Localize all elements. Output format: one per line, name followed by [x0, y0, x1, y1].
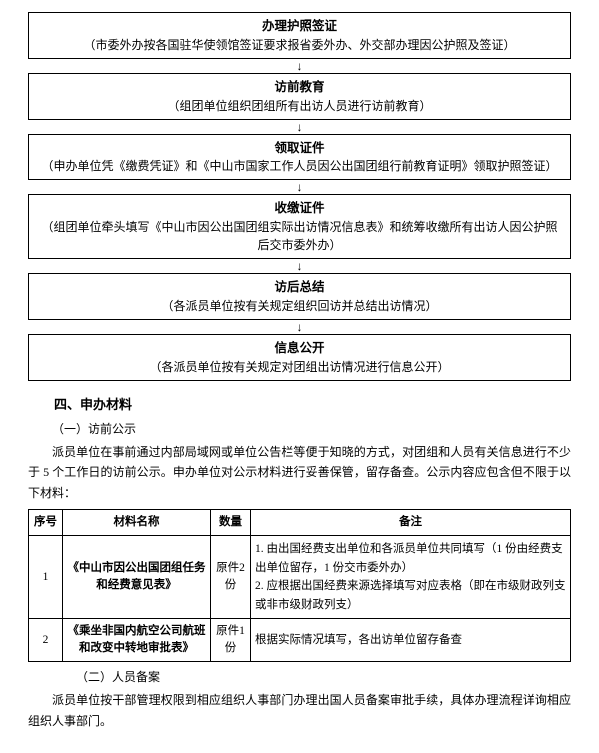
subsection-2-para: 派员单位按干部管理权限到相应组织人事部门办理出国人员备案审批手续，具体办理流程详…: [28, 690, 571, 731]
flow-step-title: 信息公开: [37, 339, 562, 358]
table-row: 2 《乘坐非国内航空公司航班和改变中转地审批表》 原件1 份 根据实际情况填写，…: [29, 618, 571, 662]
col-seq: 序号: [29, 510, 63, 536]
flow-step-desc: （市委外办按各国驻华使领馆签证要求报省委外办、外交部办理因公护照及签证）: [37, 36, 562, 54]
flow-step-desc: （各派员单位按有关规定对团组出访情况进行信息公开）: [37, 358, 562, 376]
arrow-icon: ↓: [297, 59, 303, 73]
subsection-1-para: 派员单位在事前通过内部局域网或单位公告栏等便于知晓的方式，对团组和人员有关信息进…: [28, 442, 571, 503]
section-heading-4: 四、申办材料: [28, 395, 571, 415]
cell-name: 《中山市因公出国团组任务和经费意见表》: [63, 536, 211, 619]
flow-step-5: 访后总结 （各派员单位按有关规定组织回访并总结出访情况）: [28, 273, 571, 320]
table-row: 1 《中山市因公出国团组任务和经费意见表》 原件2 份 1. 由出国经费支出单位…: [29, 536, 571, 619]
flow-step-title: 访前教育: [37, 78, 562, 97]
arrow-icon: ↓: [297, 120, 303, 134]
flow-step-desc: （各派员单位按有关规定组织回访并总结出访情况）: [37, 297, 562, 315]
col-qty: 数量: [211, 510, 251, 536]
flow-step-desc: （组团单位组织团组所有出访人员进行访前教育）: [37, 97, 562, 115]
subsection-heading-2: （二）人员备案: [28, 668, 571, 686]
cell-seq: 2: [29, 618, 63, 662]
flow-step-title: 领取证件: [37, 139, 562, 158]
col-note: 备注: [251, 510, 571, 536]
cell-qty: 原件2 份: [211, 536, 251, 619]
flow-step-3: 领取证件 （申办单位凭《缴费凭证》和《中山市国家工作人员因公出国团组行前教育证明…: [28, 134, 571, 181]
cell-qty: 原件1 份: [211, 618, 251, 662]
flow-step-desc: （组团单位牵头填写《中山市因公出国团组实际出访情况信息表》和统筹收缴所有出访人因…: [37, 218, 562, 254]
flow-step-6: 信息公开 （各派员单位按有关规定对团组出访情况进行信息公开）: [28, 334, 571, 381]
arrow-icon: ↓: [297, 320, 303, 334]
materials-table: 序号 材料名称 数量 备注 1 《中山市因公出国团组任务和经费意见表》 原件2 …: [28, 509, 571, 662]
arrow-icon: ↓: [297, 180, 303, 194]
flowchart: 办理护照签证 （市委外办按各国驻华使领馆签证要求报省委外办、外交部办理因公护照及…: [28, 12, 571, 381]
cell-note: 1. 由出国经费支出单位和各派员单位共同填写（1 份由经费支出单位留存，1 份交…: [251, 536, 571, 619]
cell-note: 根据实际情况填写，各出访单位留存备查: [251, 618, 571, 662]
cell-name: 《乘坐非国内航空公司航班和改变中转地审批表》: [63, 618, 211, 662]
flow-step-1: 办理护照签证 （市委外办按各国驻华使领馆签证要求报省委外办、外交部办理因公护照及…: [28, 12, 571, 59]
arrow-icon: ↓: [297, 259, 303, 273]
flow-step-title: 收缴证件: [37, 199, 562, 218]
flow-step-title: 办理护照签证: [37, 17, 562, 36]
flow-step-4: 收缴证件 （组团单位牵头填写《中山市因公出国团组实际出访情况信息表》和统筹收缴所…: [28, 194, 571, 259]
col-name: 材料名称: [63, 510, 211, 536]
flow-step-title: 访后总结: [37, 278, 562, 297]
flow-step-desc: （申办单位凭《缴费凭证》和《中山市国家工作人员因公出国团组行前教育证明》领取护照…: [37, 157, 562, 175]
table-header-row: 序号 材料名称 数量 备注: [29, 510, 571, 536]
subsection-heading-1: （一）访前公示: [28, 420, 571, 438]
cell-seq: 1: [29, 536, 63, 619]
flow-step-2: 访前教育 （组团单位组织团组所有出访人员进行访前教育）: [28, 73, 571, 120]
